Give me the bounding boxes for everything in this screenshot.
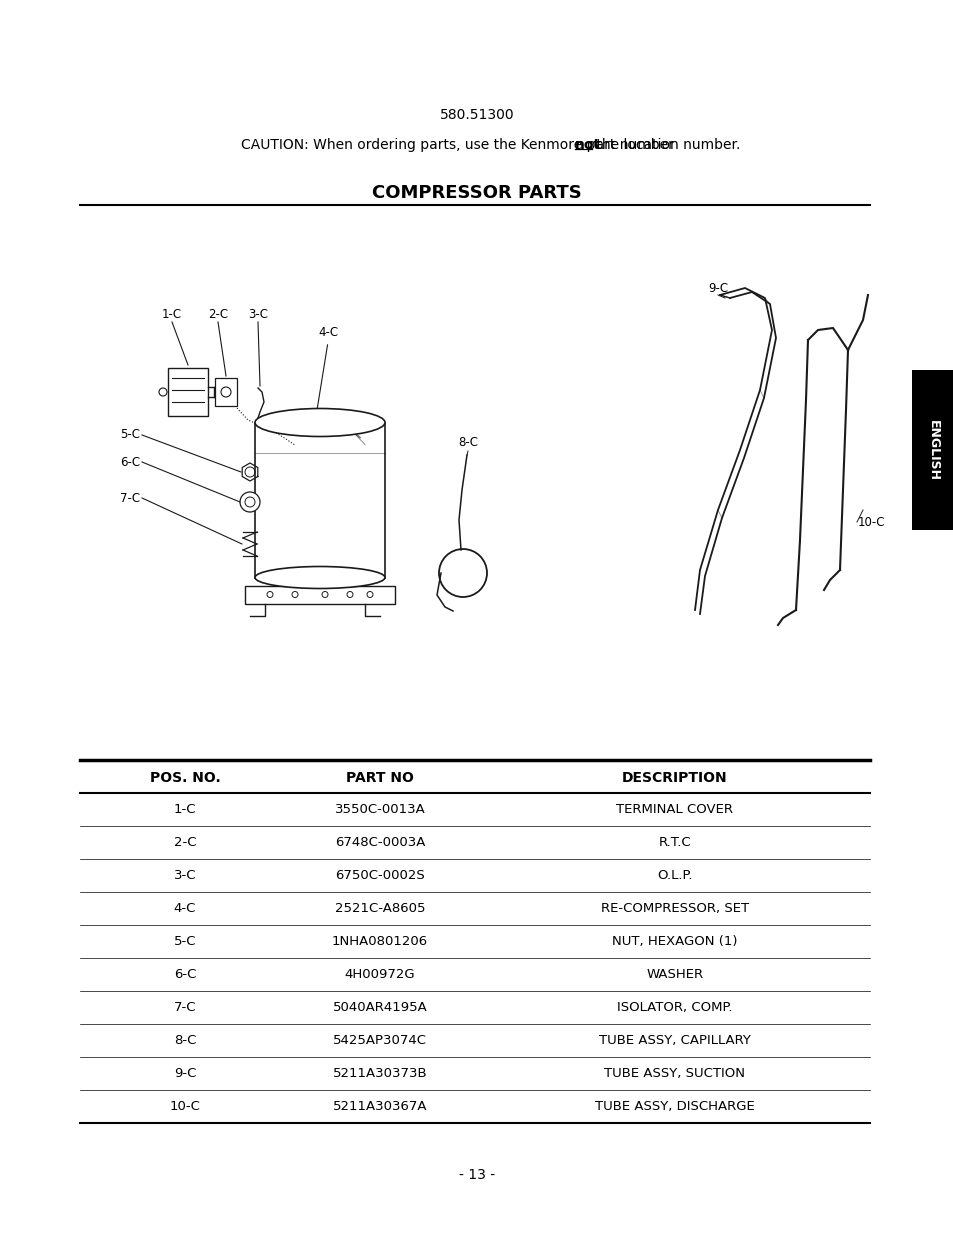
Text: ENGLISH: ENGLISH — [925, 420, 939, 480]
Text: 9-C: 9-C — [707, 282, 727, 294]
Text: 3-C: 3-C — [248, 309, 268, 321]
Bar — [911, 370, 953, 530]
Text: DESCRIPTION: DESCRIPTION — [621, 771, 727, 784]
Text: TUBE ASSY, DISCHARGE: TUBE ASSY, DISCHARGE — [595, 1100, 754, 1113]
Text: 1-C: 1-C — [162, 309, 182, 321]
Text: the location number.: the location number. — [592, 138, 740, 152]
Text: 2-C: 2-C — [208, 309, 228, 321]
Text: 1NHA0801206: 1NHA0801206 — [332, 935, 428, 948]
Text: R.T.C: R.T.C — [658, 836, 691, 848]
Text: 6-C: 6-C — [120, 456, 140, 468]
Text: NUT, HEXAGON (1): NUT, HEXAGON (1) — [612, 935, 737, 948]
Text: 7-C: 7-C — [173, 1002, 196, 1014]
Text: not: not — [574, 138, 600, 152]
Text: 3-C: 3-C — [173, 869, 196, 882]
Text: TERMINAL COVER: TERMINAL COVER — [616, 803, 733, 816]
Text: PART NO: PART NO — [346, 771, 414, 784]
Text: TUBE ASSY, CAPILLARY: TUBE ASSY, CAPILLARY — [598, 1034, 750, 1047]
Text: 5-C: 5-C — [120, 429, 140, 441]
Text: 6748C-0003A: 6748C-0003A — [335, 836, 425, 848]
Ellipse shape — [254, 567, 385, 589]
Text: CAUTION: When ordering parts, use the Kenmore part number: CAUTION: When ordering parts, use the Ke… — [241, 138, 678, 152]
Ellipse shape — [254, 409, 385, 436]
Text: 8-C: 8-C — [173, 1034, 196, 1047]
Text: 4H00972G: 4H00972G — [344, 968, 415, 981]
Bar — [168, 368, 208, 416]
Text: ISOLATOR, COMP.: ISOLATOR, COMP. — [617, 1002, 732, 1014]
Text: 5-C: 5-C — [173, 935, 196, 948]
Text: 2521C-A8605: 2521C-A8605 — [335, 902, 425, 915]
Text: 580.51300: 580.51300 — [439, 107, 514, 122]
Text: 4-C: 4-C — [317, 326, 337, 340]
Text: O.L.P.: O.L.P. — [657, 869, 692, 882]
Text: 7-C: 7-C — [120, 492, 140, 505]
Text: 3550C-0013A: 3550C-0013A — [335, 803, 425, 816]
Text: 4-C: 4-C — [173, 902, 196, 915]
Text: COMPRESSOR PARTS: COMPRESSOR PARTS — [372, 184, 581, 203]
Text: POS. NO.: POS. NO. — [150, 771, 220, 784]
Text: 2-C: 2-C — [173, 836, 196, 848]
Text: 8-C: 8-C — [457, 436, 477, 450]
Bar — [214, 378, 236, 406]
Text: 9-C: 9-C — [173, 1067, 196, 1079]
Text: 1-C: 1-C — [173, 803, 196, 816]
Bar — [245, 585, 395, 604]
Text: 6-C: 6-C — [173, 968, 196, 981]
Text: 5040AR4195A: 5040AR4195A — [333, 1002, 427, 1014]
Bar — [254, 422, 385, 578]
Text: 10-C: 10-C — [170, 1100, 200, 1113]
Text: WASHER: WASHER — [646, 968, 702, 981]
Text: 5211A30373B: 5211A30373B — [333, 1067, 427, 1079]
Text: - 13 -: - 13 - — [458, 1168, 495, 1182]
Text: 5211A30367A: 5211A30367A — [333, 1100, 427, 1113]
Text: TUBE ASSY, SUCTION: TUBE ASSY, SUCTION — [604, 1067, 744, 1079]
Text: 5425AP3074C: 5425AP3074C — [333, 1034, 427, 1047]
Text: 10-C: 10-C — [857, 515, 884, 529]
Text: 6750C-0002S: 6750C-0002S — [335, 869, 424, 882]
Circle shape — [240, 492, 260, 513]
Text: RE-COMPRESSOR, SET: RE-COMPRESSOR, SET — [600, 902, 748, 915]
